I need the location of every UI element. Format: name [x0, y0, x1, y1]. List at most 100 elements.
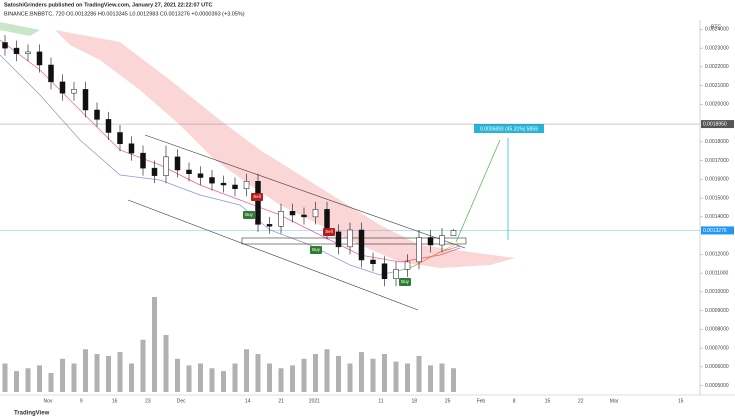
candle-body: [197, 173, 204, 178]
x-tick-label: 21: [278, 398, 284, 404]
y-tick-label: 0.0012000: [705, 252, 729, 258]
candle-body: [370, 259, 376, 264]
signal-label: Sell: [253, 194, 261, 199]
x-tick-label: 11: [378, 398, 383, 404]
support-line: [409, 242, 459, 269]
volume-bar: [83, 349, 88, 392]
x-tick-label: Mar: [610, 398, 619, 404]
target-arrow: [455, 139, 501, 243]
candle-body: [94, 109, 100, 120]
candle-body: [25, 51, 31, 54]
x-tick-label: 22: [578, 398, 584, 404]
x-tick-label: Nov: [44, 398, 53, 404]
signal-box: [310, 246, 322, 254]
moving-average-slow: [0, 39, 461, 263]
x-tick-label: 15: [678, 398, 684, 404]
candle-body: [232, 184, 238, 189]
volume-bar: [393, 361, 399, 392]
cloud-green: [0, 22, 40, 36]
volume-bar: [370, 358, 376, 392]
candle-body: [105, 119, 112, 133]
signal-box: [243, 211, 255, 219]
candle-body: [82, 89, 89, 111]
volume-bar: [301, 358, 307, 392]
target-box: [474, 124, 544, 133]
candle-body: [48, 64, 54, 83]
candle-body: [358, 229, 365, 261]
volume-bar: [140, 339, 146, 392]
candle-body: [13, 47, 20, 54]
candle-body: [243, 181, 250, 189]
candle-body: [71, 89, 77, 94]
volume-bar: [290, 365, 295, 392]
x-tick-label: 16: [112, 398, 118, 404]
y-tick-label: 0.0016000: [705, 177, 729, 183]
volume-bar: [255, 354, 261, 392]
candle-body: [255, 181, 261, 225]
footer-logo: TradingView: [14, 411, 50, 417]
volume-bar: [48, 373, 54, 392]
range-box: [241, 237, 467, 245]
candle-body: [266, 224, 273, 227]
candle-body: [289, 211, 296, 216]
currency: BTC: [711, 24, 721, 30]
volume-bar: [186, 365, 192, 392]
signal-label: Sell: [325, 229, 333, 234]
volume-bar: [2, 363, 8, 392]
volume-bar: [106, 355, 111, 392]
x-tick-label: 23: [145, 398, 151, 404]
candle-body: [439, 235, 445, 246]
y-tick-label: 0.0011000: [705, 270, 728, 276]
volume-bar: [324, 349, 330, 392]
y-tick-label: 0.0020000: [705, 102, 729, 108]
price-box: [701, 226, 734, 235]
candle-body: [163, 156, 169, 176]
candle-body: [416, 237, 422, 263]
candle-body: [301, 214, 307, 218]
signal-box: [399, 278, 411, 286]
volume-bar: [451, 368, 456, 392]
volume-bar: [336, 355, 341, 392]
volume-bar: [382, 354, 387, 392]
y-tick-label: 0.0018000: [705, 139, 729, 145]
symbol-info: BINANCE:BNBBTC, 720 O0.0013286 H0.001334…: [4, 11, 245, 17]
candle-body: [151, 167, 158, 176]
volume-bar: [209, 368, 215, 392]
channel-upper: [144, 134, 466, 249]
volume-bar: [71, 363, 77, 392]
signal-label: Buy: [245, 212, 254, 217]
x-tick-label: 15: [545, 398, 551, 404]
candle-body: [427, 237, 434, 246]
candle-body: [174, 156, 181, 171]
volume-bar: [14, 371, 19, 392]
y-tick-label: 0.0009000: [705, 308, 729, 314]
publisher: SatoshiGrinders published on TradingView…: [4, 2, 212, 8]
volume-bar: [221, 371, 226, 392]
candle-body: [36, 51, 43, 66]
candle-body: [335, 231, 342, 248]
candle-body: [220, 182, 227, 186]
volume-bar: [313, 354, 318, 392]
volume-bar: [359, 352, 364, 392]
x-tick-label: 14: [245, 398, 251, 404]
volume-bar: [232, 363, 238, 392]
signal-label: Buy: [401, 279, 410, 284]
volume-bar: [198, 363, 203, 392]
volume-bar: [94, 354, 100, 392]
volume-bar: [405, 363, 410, 392]
y-tick-label: 0.0022000: [705, 64, 729, 70]
candle-body: [312, 209, 319, 218]
volume-bar: [267, 363, 272, 392]
signal-box: [251, 193, 263, 201]
x-tick-label: Feb: [477, 398, 486, 404]
candle-body: [59, 81, 66, 94]
candle-body: [117, 132, 123, 144]
price-box-label: 0.0018950: [703, 121, 727, 127]
price-box-label: 0.0013276: [703, 228, 727, 234]
y-tick-label: 0.0023000: [705, 45, 729, 51]
candle-body: [381, 263, 388, 279]
y-tick-label: 0.0015000: [705, 195, 729, 201]
volume-bar: [347, 363, 353, 392]
candle-body: [140, 152, 146, 169]
